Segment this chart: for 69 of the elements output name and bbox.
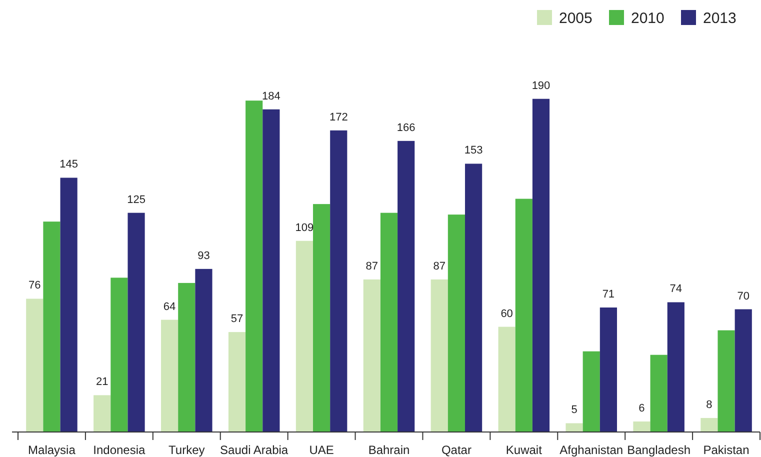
bar bbox=[330, 130, 348, 432]
x-tick-label: Pakistan bbox=[703, 443, 750, 457]
bar bbox=[262, 109, 280, 432]
bar bbox=[700, 418, 718, 432]
data-label: 153 bbox=[464, 144, 483, 157]
x-tick-label: Malaysia bbox=[28, 443, 76, 457]
legend-label: 2013 bbox=[703, 10, 736, 27]
bar bbox=[380, 212, 398, 432]
data-label: 8 bbox=[706, 398, 712, 411]
data-label: 57 bbox=[230, 313, 244, 326]
data-label: 184 bbox=[262, 90, 280, 102]
bar bbox=[532, 98, 550, 432]
x-tick-label: Kuwait bbox=[506, 443, 543, 457]
data-label: 87 bbox=[433, 260, 446, 272]
data-label: 166 bbox=[396, 122, 416, 134]
bar bbox=[110, 278, 128, 432]
data-label: 76 bbox=[28, 280, 41, 292]
data-label: 5 bbox=[571, 404, 578, 416]
bar bbox=[465, 164, 482, 432]
data-label: 172 bbox=[329, 111, 348, 124]
data-label: 21 bbox=[96, 376, 108, 388]
bar bbox=[582, 351, 600, 432]
data-label: 60 bbox=[500, 308, 513, 320]
x-tick-label: Turkey bbox=[168, 443, 205, 457]
data-label: 93 bbox=[198, 250, 210, 262]
bar bbox=[178, 282, 196, 432]
data-label: 74 bbox=[670, 283, 682, 296]
x-tick-label: Indonesia bbox=[93, 443, 146, 457]
x-tick-label: Bahrain bbox=[368, 443, 410, 457]
x-tick-label: Bangladesh bbox=[627, 443, 691, 457]
x-tick-label: Qatar bbox=[441, 443, 472, 457]
bar bbox=[734, 309, 752, 432]
bar bbox=[161, 320, 178, 432]
bar bbox=[195, 268, 212, 432]
bar bbox=[26, 298, 44, 432]
legend-label: 2010 bbox=[631, 10, 664, 27]
bar bbox=[313, 204, 330, 432]
bar bbox=[363, 279, 380, 432]
data-label: 125 bbox=[127, 194, 146, 206]
legend-label: 2005 bbox=[559, 10, 592, 27]
bar bbox=[718, 330, 735, 432]
bar bbox=[566, 423, 583, 432]
bar bbox=[430, 279, 448, 432]
data-label: 64 bbox=[163, 300, 176, 313]
bar bbox=[667, 302, 684, 432]
data-label: 190 bbox=[532, 80, 550, 92]
bar bbox=[94, 395, 111, 432]
bar bbox=[498, 326, 516, 432]
x-tick-label: Afghanistan bbox=[560, 443, 624, 457]
bar bbox=[448, 214, 465, 432]
data-label: 6 bbox=[638, 402, 645, 414]
data-label: 145 bbox=[60, 158, 78, 171]
bar bbox=[398, 140, 415, 432]
bar bbox=[43, 222, 60, 432]
data-label: 109 bbox=[295, 222, 314, 234]
data-label: 87 bbox=[366, 260, 378, 272]
data-label: 71 bbox=[602, 288, 615, 301]
bar bbox=[128, 212, 145, 432]
bar bbox=[228, 332, 246, 432]
bar bbox=[650, 354, 668, 432]
bar bbox=[515, 198, 532, 432]
bar bbox=[633, 421, 650, 432]
bar bbox=[600, 308, 617, 432]
bar bbox=[296, 240, 313, 432]
bar bbox=[60, 178, 78, 432]
x-tick-label: UAE bbox=[309, 443, 334, 457]
bar bbox=[246, 100, 263, 432]
data-label: 70 bbox=[737, 290, 750, 302]
x-tick-label: Saudi Arabia bbox=[220, 443, 288, 457]
